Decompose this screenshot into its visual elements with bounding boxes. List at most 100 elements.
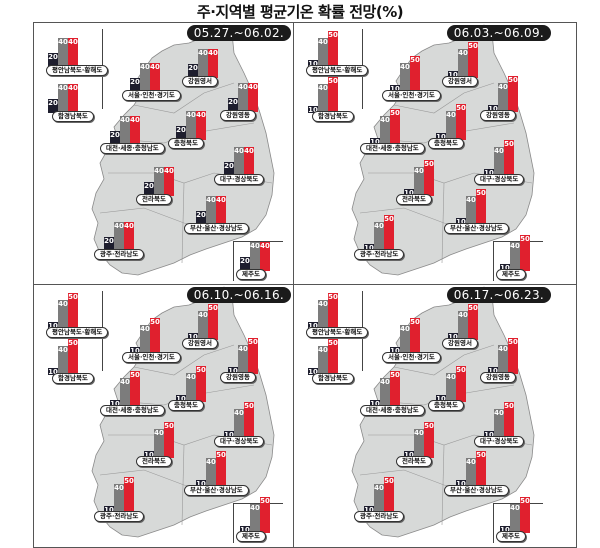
region-label: 대전·세종·충청남도 — [360, 143, 425, 154]
bar-cluster: 20 40 40 — [104, 222, 134, 251]
grid-divider-vertical — [293, 22, 294, 548]
bar-below: 10 — [500, 526, 510, 534]
bar-normal: 40 — [198, 49, 208, 78]
bar-value-label: 40 — [244, 147, 254, 155]
bar-value-label: 20 — [130, 78, 140, 86]
bar-below: 10 — [224, 431, 234, 439]
bar-cluster: 10 40 50 — [456, 189, 486, 226]
bar-below: 10 — [404, 189, 414, 197]
region-bar-group: 10 40 50 강원영서 — [442, 27, 508, 87]
region-label: 강원영서 — [442, 338, 478, 349]
region-label: 강원영동 — [480, 372, 516, 383]
bar-below: 10 — [308, 60, 318, 68]
bar-value-label: 40 — [206, 458, 216, 466]
bar-normal: 40 — [186, 373, 196, 402]
region-bar-group: 10 40 50 대구·경상북도 — [214, 387, 284, 447]
bar-above: 40 — [130, 116, 140, 145]
forecast-panel: 06.10.~06.16. 10 40 50 평안남북도·황해도 10 40 50 함경남북도 1… — [34, 285, 295, 547]
bar-below: 10 — [48, 322, 58, 330]
bar-normal: 40 — [510, 504, 520, 533]
bar-value-label: 40 — [130, 116, 140, 124]
bar-normal: 40 — [140, 325, 150, 354]
bar-value-label: 50 — [384, 215, 394, 223]
bar-value-label: 20 — [48, 53, 58, 61]
region-bar-group: 10 40 50 충청북도 — [428, 89, 496, 149]
bar-cluster: 20 40 40 — [196, 196, 226, 225]
bar-value-label: 40 — [124, 222, 134, 230]
bar-value-label: 10 — [488, 367, 498, 375]
bar-below: 10 — [436, 133, 446, 141]
bar-value-label: 40 — [380, 116, 390, 124]
region-label: 제주도 — [496, 269, 526, 280]
bar-value-label: 10 — [500, 264, 510, 272]
bar-below: 10 — [390, 347, 400, 355]
bar-normal: 40 — [318, 38, 328, 67]
bar-normal: 40 — [510, 242, 520, 271]
bar-above: 50 — [328, 293, 338, 329]
bar-normal: 40 — [466, 196, 476, 225]
bar-cluster: 20 40 40 — [130, 63, 160, 92]
bar-normal: 40 — [238, 83, 248, 112]
bar-below: 20 — [130, 78, 140, 92]
bar-cluster: 10 40 50 — [188, 304, 218, 341]
bar-value-label: 40 — [216, 196, 226, 204]
bar-cluster: 10 40 50 — [390, 56, 420, 93]
region-label: 함경남북도 — [312, 373, 354, 384]
bar-normal: 40 — [380, 378, 390, 407]
region-label: 전라북도 — [136, 194, 172, 205]
bar-value-label: 50 — [520, 235, 530, 243]
bar-above: 50 — [410, 56, 420, 92]
bar-below: 20 — [110, 131, 120, 145]
bar-normal: 40 — [250, 504, 260, 533]
bar-value-label: 50 — [196, 366, 206, 374]
bar-above: 40 — [208, 49, 218, 78]
region-bar-group: 20 40 40 강원영서 — [182, 27, 248, 87]
region-label: 광주·전라남도 — [354, 511, 405, 522]
bar-value-label: 40 — [414, 167, 424, 175]
region-label: 강원영서 — [182, 338, 218, 349]
bar-cluster: 10 40 50 — [370, 371, 400, 408]
bar-value-label: 40 — [498, 345, 508, 353]
region-label: 충청북도 — [428, 400, 464, 411]
bar-below: 10 — [488, 367, 498, 375]
bar-normal: 40 — [318, 84, 328, 113]
bar-below: 10 — [448, 71, 458, 79]
bar-normal: 40 — [234, 147, 244, 176]
bar-below: 10 — [390, 85, 400, 93]
bar-value-label: 50 — [468, 304, 478, 312]
bar-normal: 40 — [58, 84, 68, 113]
bar-below: 20 — [104, 237, 114, 251]
region-label: 부산·울산·경상남도 — [444, 485, 509, 496]
bar-above: 40 — [196, 111, 206, 140]
bar-above: 50 — [520, 497, 530, 533]
bar-below: 20 — [240, 257, 250, 271]
region-label: 제주도 — [236, 531, 266, 542]
bar-cluster: 10 40 50 — [104, 477, 134, 514]
region-bar-group: 10 40 50 평안남북도·황해도 — [306, 285, 369, 338]
region-bar-group: 10 40 50 광주·전라남도 — [94, 462, 164, 522]
region-label: 광주·전라남도 — [94, 249, 145, 260]
forecast-panel: 05.27.~06.02. 20 40 40 평안남북도·황해도 20 40 40 함경남북도 2… — [34, 23, 295, 285]
bar-value-label: 10 — [48, 368, 58, 376]
region-bar-group: 10 40 50 충청북도 — [428, 351, 496, 411]
bar-cluster: 10 40 50 — [500, 497, 530, 534]
bar-below: 10 — [308, 322, 318, 330]
bar-below: 20 — [48, 99, 58, 113]
bar-below: 20 — [48, 53, 58, 67]
bar-value-label: 10 — [308, 106, 318, 114]
bar-below: 10 — [488, 105, 498, 113]
bar-normal: 40 — [234, 409, 244, 438]
bar-normal: 40 — [494, 147, 504, 176]
bar-value-label: 40 — [164, 167, 174, 175]
region-bar-group: 10 40 50 부산·울산·경상남도 — [184, 436, 256, 496]
bar-cluster: 10 40 50 — [364, 215, 394, 252]
bar-cluster: 20 40 40 — [188, 49, 218, 78]
bar-value-label: 20 — [188, 64, 198, 72]
region-bar-group: 10 40 50 대전·세종·충청남도 — [100, 356, 170, 416]
bar-value-label: 10 — [456, 218, 466, 226]
bar-value-label: 50 — [68, 293, 78, 301]
bar-value-label: 40 — [498, 83, 508, 91]
region-bar-group: 10 40 50 서울·인천·경기도 — [382, 41, 450, 101]
region-label: 함경남북도 — [52, 111, 94, 122]
bar-above: 50 — [424, 160, 434, 196]
